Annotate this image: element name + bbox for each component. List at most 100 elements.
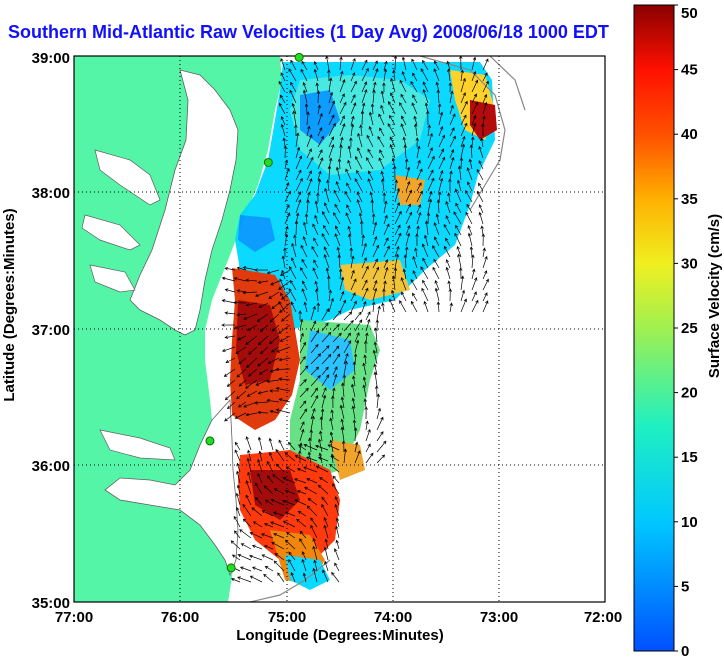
velocity-arrow — [332, 310, 342, 321]
velocity-arrow — [279, 278, 286, 291]
velocity-arrow — [297, 510, 307, 517]
velocity-arrow — [370, 103, 375, 115]
velocity-arrow — [426, 212, 431, 225]
velocity-arrow — [478, 211, 484, 225]
velocity-arrow — [447, 280, 451, 291]
velocity-arrow — [266, 379, 280, 384]
velocity-arrow — [355, 156, 363, 170]
velocity-arrow — [405, 211, 413, 225]
velocity-arrow — [412, 94, 418, 104]
velocity-arrow — [433, 258, 440, 269]
velocity-arrow — [416, 190, 423, 203]
velocity-arrow — [294, 455, 307, 462]
velocity-arrow — [304, 103, 309, 115]
velocity-arrow — [329, 439, 334, 453]
velocity-arrow — [313, 61, 319, 71]
velocity-arrow — [368, 111, 374, 126]
velocity-arrow — [246, 324, 258, 331]
velocity-arrow — [319, 477, 329, 484]
velocity-arrow — [360, 110, 365, 126]
velocity-arrow — [237, 553, 252, 561]
velocity-arrow — [327, 69, 331, 82]
velocity-arrow — [339, 136, 344, 148]
velocity-arrow — [471, 114, 477, 126]
velocity-arrow — [317, 104, 321, 115]
velocity-arrow — [235, 492, 241, 506]
velocity-arrow — [334, 503, 340, 517]
velocity-arrow — [457, 179, 462, 192]
velocity-arrow — [394, 179, 398, 192]
velocity-arrow — [234, 530, 241, 539]
velocity-arrow — [310, 305, 316, 321]
velocity-arrow — [328, 100, 336, 115]
velocity-arrow — [446, 60, 451, 71]
velocity-arrow — [258, 450, 263, 462]
velocity-arrow — [247, 471, 252, 484]
velocity-arrow — [421, 287, 429, 302]
velocity-arrow — [234, 441, 241, 451]
velocity-arrow — [305, 456, 318, 462]
velocity-arrow — [310, 353, 322, 365]
velocity-arrow — [292, 110, 297, 126]
velocity-arrow — [249, 575, 263, 583]
velocity-arrow — [288, 558, 296, 572]
velocity-arrow — [317, 157, 324, 170]
velocity-arrow — [438, 191, 442, 203]
velocity-arrow — [299, 365, 309, 376]
velocity-arrow — [372, 349, 378, 365]
velocity-arrow — [363, 354, 367, 365]
velocity-arrow — [361, 257, 367, 269]
velocity-arrow — [235, 346, 247, 354]
velocity-arrow — [298, 310, 302, 321]
velocity-arrow — [245, 379, 258, 389]
velocity-arrow — [362, 362, 367, 376]
velocity-arrow — [234, 449, 241, 462]
velocity-arrow — [376, 440, 387, 453]
velocity-arrow — [354, 178, 363, 192]
velocity-arrow — [300, 267, 308, 280]
velocity-arrow — [257, 280, 269, 284]
colorbar-tick-label: 40 — [681, 126, 698, 143]
velocity-arrow — [482, 115, 486, 126]
velocity-arrow — [339, 290, 345, 302]
velocity-arrow — [323, 546, 329, 561]
velocity-arrow — [331, 571, 340, 583]
velocity-arrow — [350, 269, 355, 280]
velocity-arrow — [416, 145, 421, 159]
velocity-arrow — [460, 143, 466, 159]
colorbar-tick-label: 20 — [681, 385, 698, 402]
velocity-arrow — [426, 110, 430, 126]
colorbar-tick-label: 50 — [681, 5, 698, 22]
velocity-arrow — [291, 257, 297, 269]
velocity-arrow — [412, 270, 418, 280]
velocity-arrow — [313, 68, 319, 82]
velocity-arrow — [372, 60, 378, 71]
velocity-arrow — [390, 92, 396, 104]
velocity-arrow — [332, 345, 340, 354]
velocity-arrow — [248, 368, 258, 377]
velocity-arrow — [230, 577, 241, 583]
velocity-arrow — [422, 89, 429, 104]
velocity-arrow — [375, 319, 379, 332]
velocity-arrow — [376, 431, 384, 442]
velocity-arrow — [471, 277, 478, 291]
velocity-arrow — [363, 398, 367, 409]
velocity-arrow — [330, 409, 334, 420]
velocity-arrow — [306, 134, 313, 148]
velocity-arrow — [279, 335, 291, 342]
velocity-arrow — [233, 277, 247, 282]
velocity-arrow — [321, 345, 330, 354]
velocity-arrow — [343, 340, 352, 354]
velocity-arrow — [284, 489, 296, 495]
velocity-arrow — [339, 70, 344, 82]
velocity-arrow — [480, 225, 484, 236]
velocity-arrow — [349, 137, 353, 148]
velocity-arrow — [401, 56, 407, 71]
velocity-arrow — [295, 177, 303, 192]
velocity-arrow — [445, 200, 451, 214]
velocity-arrow — [278, 280, 291, 290]
velocity-arrow — [306, 505, 318, 517]
velocity-arrow — [257, 458, 263, 473]
velocity-arrow — [471, 291, 477, 302]
velocity-arrow — [226, 401, 236, 410]
